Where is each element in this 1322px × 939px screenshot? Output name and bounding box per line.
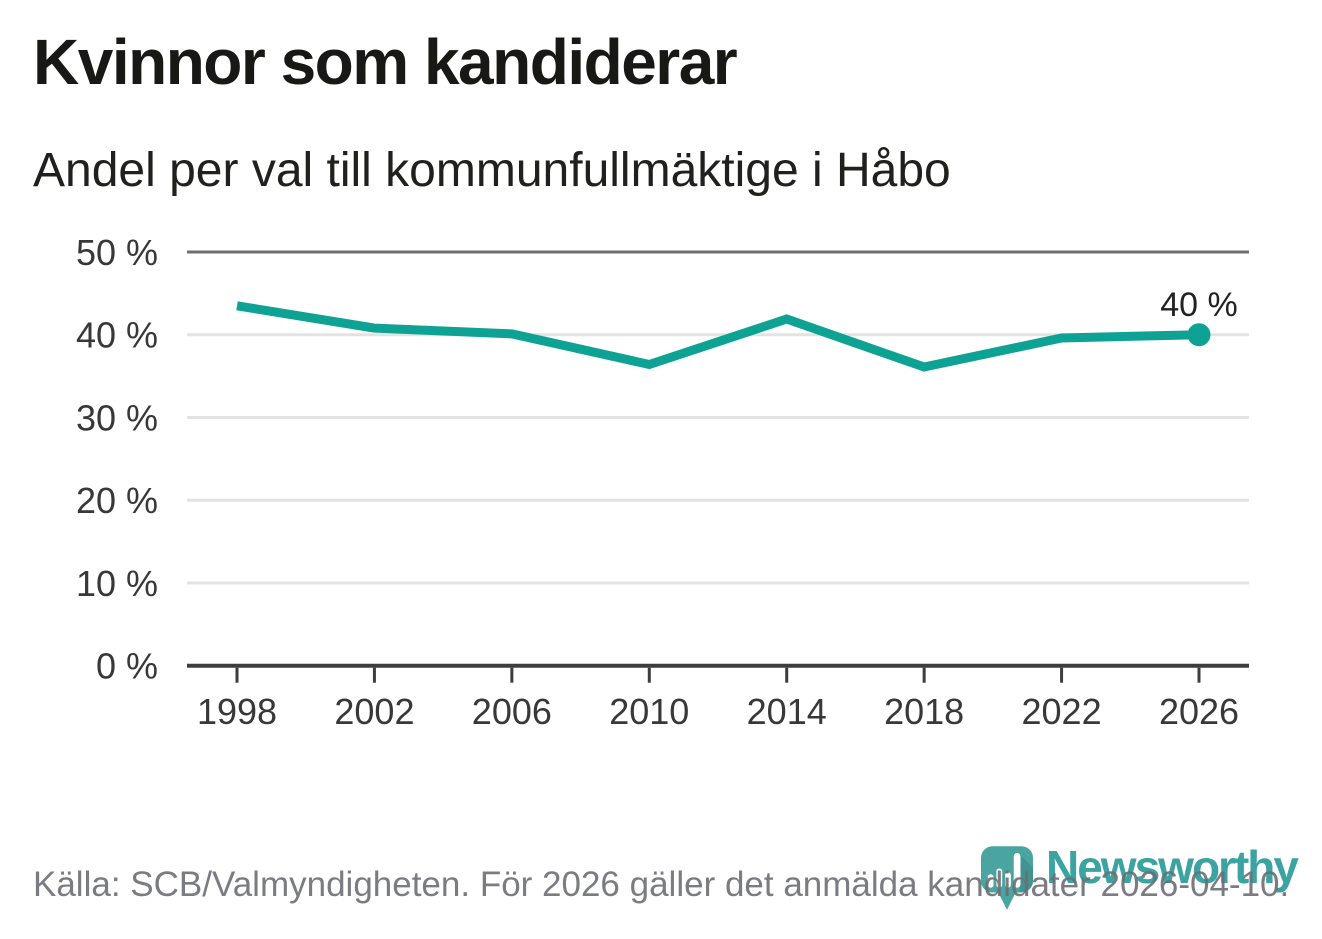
y-tick-label: 30 %: [76, 397, 158, 438]
data-line: [236, 301, 1200, 372]
x-tick-label: 2018: [884, 691, 964, 732]
x-tick-label: 2006: [472, 691, 552, 732]
chart-subtitle: Andel per val till kommunfullmäktige i H…: [33, 144, 951, 197]
x-tick-label: 2010: [609, 691, 689, 732]
newsworthy-pin-icon: [981, 846, 1033, 910]
end-value-label: 40 %: [1160, 286, 1238, 324]
newsworthy-logo: Newsworthy: [981, 838, 1311, 938]
y-tick-label: 10 %: [76, 563, 158, 604]
x-tick-label: 2026: [1159, 691, 1239, 732]
newsworthy-wordmark: Newsworthy: [1046, 841, 1299, 893]
x-tick-label: 2002: [334, 691, 414, 732]
x-tick-label: 1998: [197, 691, 277, 732]
x-tick-label: 2022: [1022, 691, 1102, 732]
y-tick-label: 50 %: [76, 232, 158, 273]
x-tick-label: 2014: [747, 691, 827, 732]
y-tick-label: 20 %: [76, 480, 158, 521]
y-tick-label: 0 %: [96, 646, 158, 687]
end-point-marker: [1187, 323, 1211, 347]
source-note: Källa: SCB/Valmyndigheten. För 2026 gäll…: [33, 865, 1290, 904]
y-tick-label: 40 %: [76, 315, 158, 356]
chart-title: Kvinnor som kandiderar: [33, 26, 738, 98]
